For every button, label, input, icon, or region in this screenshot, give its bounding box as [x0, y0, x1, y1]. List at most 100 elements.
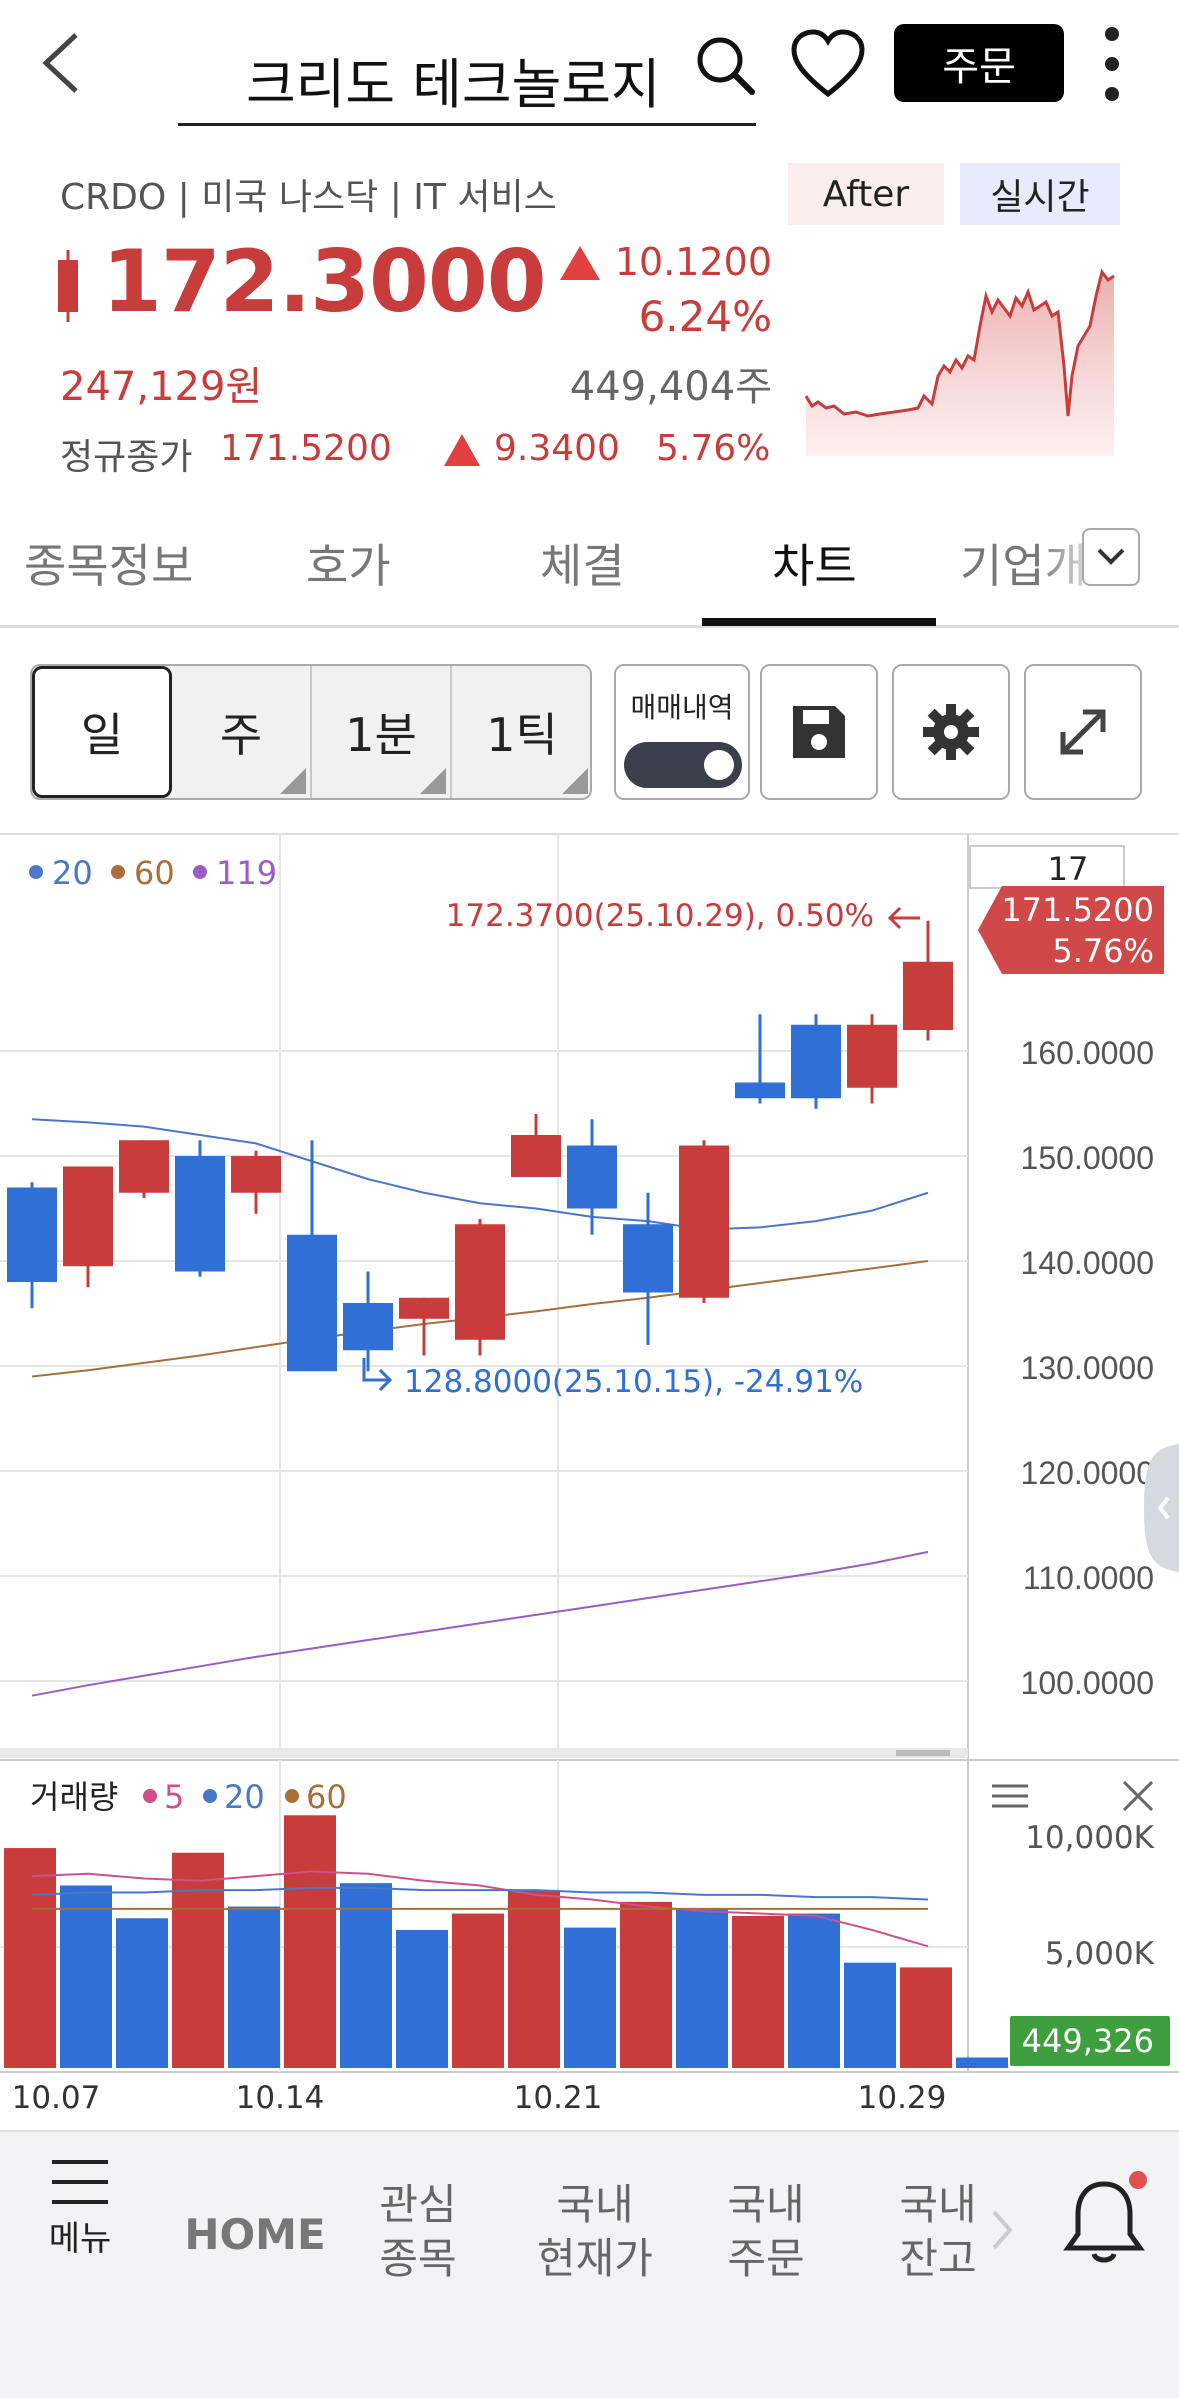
candle	[567, 1145, 617, 1209]
trade-volume: 449,404주	[569, 364, 772, 410]
current-price-tag-price: 171.5200	[1001, 891, 1154, 929]
period-1min[interactable]: 1분	[312, 666, 452, 798]
candles	[7, 920, 953, 1372]
trade-history-toggle-box: 매매내역	[614, 664, 750, 800]
price-krw: 247,129원	[60, 364, 263, 410]
vol-ma20-line	[31, 1886, 929, 1901]
menu-label: 메뉴	[48, 2219, 112, 2259]
period-day[interactable]: 일	[32, 666, 172, 798]
candle	[7, 1187, 57, 1282]
volume-bar	[956, 2057, 1008, 2068]
candle	[287, 1234, 337, 1372]
volume-bar	[676, 1908, 728, 2068]
favorite-heart-icon[interactable]	[790, 28, 866, 102]
ma20-line	[31, 1118, 929, 1231]
candle	[63, 1166, 113, 1267]
period-week-label: 주	[219, 708, 263, 762]
period-1tick-label: 1틱	[486, 708, 558, 762]
intraday-sparkline	[804, 256, 1116, 456]
chevron-down-icon	[1097, 548, 1125, 565]
volume-bars	[4, 1815, 1008, 2068]
candle	[735, 1082, 785, 1099]
bottom-navigation: 메뉴 HOME 관심 종목 국내 현재가 국내 주문 국내 잔고	[0, 2130, 1179, 2398]
candle-icon	[56, 250, 80, 322]
realtime-badge: 실시간	[960, 163, 1120, 225]
volume-bar	[452, 1913, 504, 2068]
order-button[interactable]: 주문	[894, 24, 1064, 102]
candle	[847, 1024, 897, 1088]
tab-orderbook[interactable]: 호가	[306, 539, 391, 593]
volume-bar	[228, 1906, 280, 2068]
hamburger-icon	[52, 2160, 108, 2204]
nav-domestic-order[interactable]: 국내 주문	[727, 2180, 805, 2283]
tab-executions[interactable]: 체결	[540, 539, 625, 593]
price-chart[interactable]: 160.0000 150.0000 140.0000 130.0000 120.…	[0, 832, 1179, 2132]
up-triangle-icon	[444, 434, 480, 466]
corner-triangle-icon	[562, 768, 588, 794]
volume-bar	[116, 1918, 168, 2068]
candle-count: 17	[1048, 850, 1089, 888]
price-tick: 130.0000	[1021, 1350, 1154, 1386]
close-icon[interactable]	[1122, 1780, 1154, 1812]
fullscreen-button[interactable]	[1024, 664, 1142, 800]
period-1tick[interactable]: 1틱	[452, 666, 590, 798]
nav-domestic-price[interactable]: 국내 현재가	[537, 2180, 653, 2283]
stock-title: 크리도 테크놀로지	[246, 53, 661, 116]
active-tab-indicator	[702, 618, 936, 626]
menu-button[interactable]: 메뉴	[40, 2158, 120, 2259]
vol-ma60-legend: 60	[306, 1778, 347, 1816]
volume-bar	[564, 1927, 616, 2068]
arrow-right-icon	[362, 1358, 393, 1392]
chevron-right-icon[interactable]	[990, 2208, 1014, 2256]
chevron-left-icon	[1157, 1496, 1170, 1520]
volume-bar	[508, 1890, 560, 2068]
period-selector: 일 주 1분 1틱	[30, 664, 592, 800]
volume-bar	[60, 1885, 112, 2068]
search-icon[interactable]	[690, 30, 760, 100]
vol-ma20-legend: 20	[224, 1778, 265, 1816]
ma20-legend: 20	[52, 854, 93, 892]
trade-history-label: 매매내역	[630, 691, 734, 724]
candle	[231, 1156, 281, 1193]
tab-chart[interactable]: 차트	[772, 539, 857, 593]
back-button[interactable]	[30, 28, 90, 98]
search-field[interactable]: 크리도 테크놀로지	[178, 18, 756, 126]
volume-tick: 10,000K	[1025, 1820, 1154, 1856]
toggle-knob	[704, 750, 734, 780]
current-price: 172.3000	[102, 232, 547, 332]
period-week[interactable]: 주	[172, 666, 312, 798]
tab-dropdown-button[interactable]	[1082, 528, 1140, 586]
price-tick: 110.0000	[1023, 1560, 1154, 1596]
save-button[interactable]	[760, 664, 878, 800]
notification-bell-icon[interactable]	[1060, 2170, 1150, 2270]
price-tick: 150.0000	[1021, 1140, 1154, 1176]
volume-bar	[732, 1915, 784, 2068]
candle	[343, 1303, 393, 1351]
volume-title: 거래량	[30, 1778, 118, 1816]
volume-menu-icon[interactable]	[992, 1784, 1028, 1808]
price-tick: 120.0000	[1021, 1455, 1154, 1491]
candle	[175, 1156, 225, 1272]
volume-bar	[284, 1815, 336, 2068]
nav-watchlist[interactable]: 관심 종목	[379, 2180, 457, 2283]
volume-bar	[4, 1848, 56, 2068]
regular-close-price: 171.5200	[220, 428, 392, 469]
volume-bar	[172, 1852, 224, 2068]
arrow-left-icon	[887, 906, 920, 930]
tab-stock-info[interactable]: 종목정보	[24, 539, 194, 593]
nav-home[interactable]: HOME	[184, 2210, 326, 2259]
price-tick: 140.0000	[1021, 1245, 1154, 1281]
volume-bar	[620, 1901, 672, 2068]
current-price-tag-pct: 5.76%	[1052, 932, 1154, 970]
corner-triangle-icon	[420, 768, 446, 794]
vol-ma5-line	[31, 1870, 929, 1948]
candle	[399, 1297, 449, 1319]
nav-domestic-balance[interactable]: 국내 잔고	[899, 2180, 977, 2283]
price-change: 10.1200	[614, 240, 772, 284]
settings-button[interactable]	[892, 664, 1010, 800]
candle	[679, 1145, 729, 1298]
volume-tick: 5,000K	[1045, 1936, 1155, 1972]
trade-history-toggle[interactable]	[624, 742, 742, 788]
candle	[511, 1135, 561, 1177]
more-menu-icon[interactable]	[1090, 24, 1134, 104]
